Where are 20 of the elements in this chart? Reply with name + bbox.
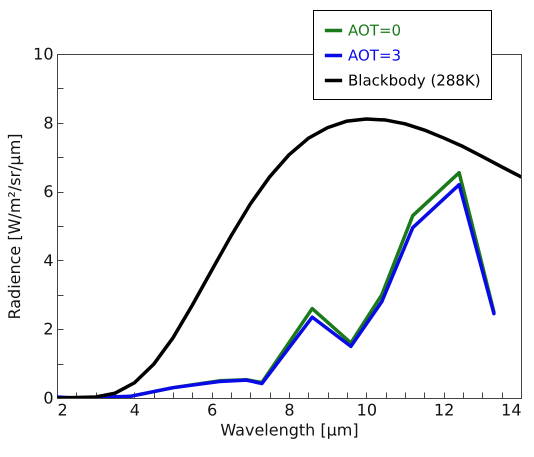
x-tick-label: 12: [434, 400, 454, 420]
x-tick-label: 14: [501, 400, 522, 420]
x-tick-label: 8: [284, 400, 295, 420]
x-tick-label: 2: [58, 400, 68, 420]
y-tick-label: 10: [33, 44, 54, 64]
y-tick-label: 6: [43, 182, 54, 202]
x-tick-label: 4: [130, 400, 140, 420]
legend-label: AOT=0: [348, 22, 402, 40]
y-tick-label: 2: [43, 320, 54, 339]
x-tick-label: 6: [207, 400, 218, 420]
legend-label: Blackbody (288K): [348, 72, 481, 90]
y-tick-label: 0: [43, 388, 54, 408]
legend-label: AOT=3: [348, 46, 402, 64]
line-series: [57, 182, 496, 398]
x-axis-title: Wavelength [µm]: [220, 420, 359, 440]
y-axis-title: Radience [W/m²/sr/µm]: [5, 133, 24, 320]
x-tick-label: 10: [356, 400, 378, 420]
y-tick-label: 4: [43, 250, 54, 270]
y-tick-label: 8: [43, 113, 54, 132]
line-series: [57, 117, 521, 398]
